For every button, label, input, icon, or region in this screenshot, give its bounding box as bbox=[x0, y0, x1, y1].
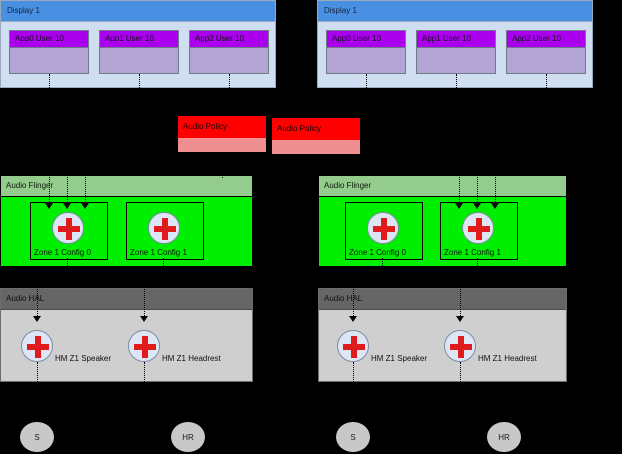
audio-flinger-title-left: Audio Flinger bbox=[1, 176, 252, 197]
app-label-left-0: App0 User 10 bbox=[10, 31, 88, 48]
connector-flinger-in-right-0 bbox=[459, 172, 460, 204]
connector-policy-right bbox=[316, 155, 317, 163]
audio-hal-title-left: Audio HAL bbox=[1, 289, 252, 310]
zone-box-left-0[interactable]: Zone 1 Config 0 bbox=[30, 202, 108, 260]
connector-policy-to-flinger-left bbox=[222, 170, 223, 178]
hal-device-label-right-1: HM Z1 Headrest bbox=[478, 354, 537, 363]
audio-policy-right[interactable]: Audio Policy bbox=[271, 117, 361, 155]
arrowhead-left-0 bbox=[45, 203, 53, 209]
hal-device-label-left-1: HM Z1 Headrest bbox=[162, 354, 221, 363]
arrowhead-hal-right-1 bbox=[456, 316, 464, 322]
arrowhead-left-2 bbox=[81, 203, 89, 209]
audio-policy-left[interactable]: Audio Policy bbox=[177, 115, 267, 153]
hal-device-label-left-0: HM Z1 Speaker bbox=[55, 354, 112, 363]
connector-flinger-in-left-0 bbox=[49, 172, 50, 204]
connector-hal-in-left-1 bbox=[144, 286, 145, 316]
mixer-node-right-1[interactable] bbox=[462, 212, 494, 244]
arrowhead-left-1 bbox=[63, 203, 71, 209]
zone-box-left-1[interactable]: Zone 1 Config 1 bbox=[126, 202, 204, 260]
audio-policy-title-right: Audio Policy bbox=[272, 118, 360, 140]
arrowhead-right-0 bbox=[455, 203, 463, 209]
zone-label-left-0: Zone 1 Config 0 bbox=[34, 248, 91, 257]
endpoint-headrest-label-right: HR bbox=[498, 432, 510, 442]
connector-flinger-in-left-1 bbox=[67, 172, 68, 204]
display-title-right: Display 1 bbox=[318, 1, 592, 22]
connector-flinger-out-left-1 bbox=[163, 258, 164, 288]
app-box-right-0[interactable]: App0 User 10 bbox=[326, 30, 406, 74]
mixer-node-left-1[interactable] bbox=[148, 212, 180, 244]
app-label-right-1: App1 User 10 bbox=[417, 31, 495, 48]
hal-node-right-0[interactable] bbox=[337, 330, 369, 362]
connector-flinger-out-left-0 bbox=[67, 258, 68, 288]
connector-flinger-out-right-1 bbox=[477, 258, 478, 288]
zone-box-right-1[interactable]: Zone 1 Config 1 bbox=[440, 202, 518, 260]
app-box-left-1[interactable]: App1 User 10 bbox=[99, 30, 179, 74]
connector-endpoint-right-1 bbox=[460, 362, 461, 420]
connector-policy-to-flinger-right bbox=[316, 170, 317, 180]
app-box-left-0[interactable]: App0 User 10 bbox=[9, 30, 89, 74]
app-label-right-0: App0 User 10 bbox=[327, 31, 405, 48]
arrowhead-hal-left-1 bbox=[140, 316, 148, 322]
connector-app-left-0 bbox=[49, 74, 50, 88]
app-label-left-2: App2 User 10 bbox=[190, 31, 268, 48]
zone-label-right-1: Zone 1 Config 1 bbox=[444, 248, 501, 257]
arrowhead-hal-left-0 bbox=[33, 316, 41, 322]
arrowhead-right-2 bbox=[491, 203, 499, 209]
app-box-right-2[interactable]: App2 User 10 bbox=[506, 30, 586, 74]
endpoint-headrest-left[interactable]: HR bbox=[171, 422, 205, 452]
app-label-right-2: App2 User 10 bbox=[507, 31, 585, 48]
connector-app-right-1 bbox=[456, 74, 457, 88]
connector-hal-in-right-0 bbox=[353, 286, 354, 316]
hal-node-left-0[interactable] bbox=[21, 330, 53, 362]
mixer-node-left-0[interactable] bbox=[52, 212, 84, 244]
endpoint-speaker-right[interactable]: S bbox=[336, 422, 370, 452]
endpoint-speaker-label-left: S bbox=[34, 432, 40, 442]
zone-box-right-0[interactable]: Zone 1 Config 0 bbox=[345, 202, 423, 260]
endpoint-headrest-label-left: HR bbox=[182, 432, 194, 442]
connector-hal-in-right-1 bbox=[460, 286, 461, 316]
app-box-left-2[interactable]: App2 User 10 bbox=[189, 30, 269, 74]
connector-flinger-in-right-2 bbox=[495, 172, 496, 204]
arrowhead-right-1 bbox=[473, 203, 481, 209]
connector-hal-in-left-0 bbox=[37, 286, 38, 316]
audio-flinger-title-right: Audio Flinger bbox=[319, 176, 566, 197]
arrowhead-hal-right-0 bbox=[349, 316, 357, 322]
audio-hal-panel-right: Audio HAL bbox=[318, 288, 567, 382]
connector-policy-left bbox=[222, 153, 223, 161]
connector-endpoint-right-0 bbox=[353, 362, 354, 420]
zone-label-right-0: Zone 1 Config 0 bbox=[349, 248, 406, 257]
endpoint-speaker-left[interactable]: S bbox=[20, 422, 54, 452]
audio-hal-title-right: Audio HAL bbox=[319, 289, 566, 310]
connector-app-left-2 bbox=[229, 74, 230, 88]
audio-policy-title-left: Audio Policy bbox=[178, 116, 266, 138]
connector-flinger-in-left-2 bbox=[85, 172, 86, 204]
audio-flinger-panel-right: Audio Flinger bbox=[318, 175, 567, 267]
hal-device-label-right-0: HM Z1 Speaker bbox=[371, 354, 428, 363]
connector-flinger-in-right-1 bbox=[477, 172, 478, 204]
hal-node-right-1[interactable] bbox=[444, 330, 476, 362]
zone-label-left-1: Zone 1 Config 1 bbox=[130, 248, 187, 257]
connector-app-right-0 bbox=[366, 74, 367, 88]
connector-app-left-1 bbox=[139, 74, 140, 88]
mixer-node-right-0[interactable] bbox=[367, 212, 399, 244]
connector-endpoint-left-1 bbox=[144, 362, 145, 420]
hal-node-left-1[interactable] bbox=[128, 330, 160, 362]
endpoint-speaker-label-right: S bbox=[350, 432, 356, 442]
connector-flinger-out-right-0 bbox=[382, 258, 383, 288]
connector-endpoint-left-0 bbox=[37, 362, 38, 420]
endpoint-headrest-right[interactable]: HR bbox=[487, 422, 521, 452]
app-label-left-1: App1 User 10 bbox=[100, 31, 178, 48]
display-title-left: Display 1 bbox=[1, 1, 275, 22]
connector-app-right-2 bbox=[546, 74, 547, 88]
app-box-right-1[interactable]: App1 User 10 bbox=[416, 30, 496, 74]
